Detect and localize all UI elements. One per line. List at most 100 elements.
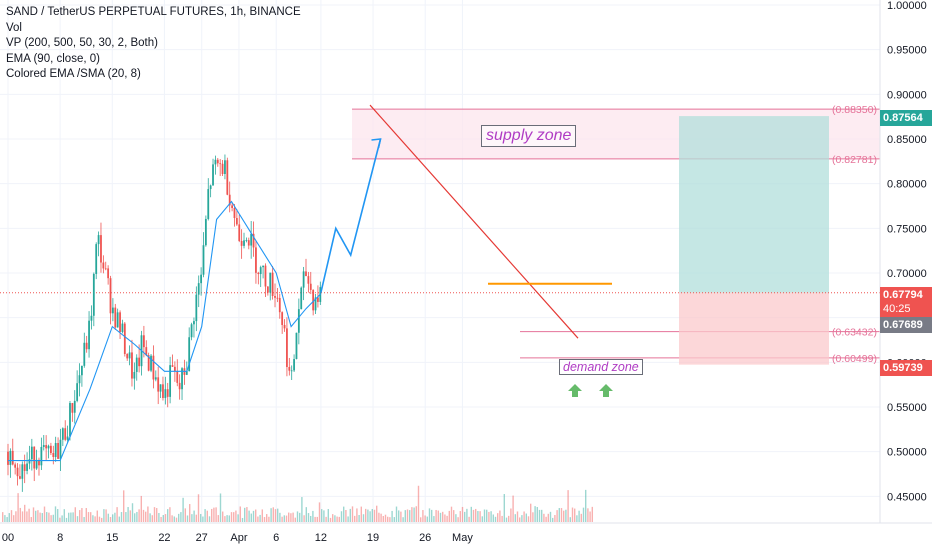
candle-body <box>293 359 295 371</box>
candle-body <box>150 355 152 371</box>
volume-bar <box>558 508 560 522</box>
candle-body <box>23 464 26 471</box>
volume-bar <box>54 506 57 522</box>
candle-body <box>119 312 121 332</box>
volume-bar <box>428 508 431 522</box>
legend-ema[interactable]: EMA (90, close, 0) <box>6 52 100 65</box>
volume-bar <box>61 515 63 522</box>
demand-zone-label[interactable]: demand zone <box>559 359 643 375</box>
volume-bar <box>450 506 453 522</box>
indicator-lines <box>8 104 613 462</box>
candle-body <box>297 309 300 333</box>
stop-area <box>679 292 829 365</box>
volume-bar <box>19 507 21 522</box>
volume-bar <box>173 516 175 522</box>
volume-bar <box>2 512 4 522</box>
volume-bar <box>549 511 552 522</box>
volume-bar <box>109 517 112 522</box>
candle-body <box>100 235 102 263</box>
candle-body <box>16 467 19 477</box>
candle-body <box>116 312 119 328</box>
candle-body <box>152 355 155 380</box>
volume-bar <box>591 506 593 522</box>
candle-body <box>64 428 67 440</box>
volume-bar <box>398 510 400 522</box>
volume-bars <box>2 485 593 522</box>
volume-bar <box>272 507 274 522</box>
time-tick-label: 19 <box>367 532 379 544</box>
ema-price-badge: 0.67689 <box>880 317 932 333</box>
volume-bar <box>208 516 211 522</box>
volume-bar <box>292 512 294 522</box>
candle-body <box>126 353 129 359</box>
candle-body <box>288 366 291 371</box>
volume-bar <box>147 506 149 522</box>
candle-body <box>276 297 279 299</box>
price-axis[interactable]: 1.00000 0.95000 0.90000 0.85000 0.80000 0.750… <box>879 0 932 550</box>
volume-bar <box>525 513 527 522</box>
legend-vol[interactable]: Vol <box>6 21 22 34</box>
volume-bar <box>395 506 398 522</box>
volume-bar <box>10 510 13 522</box>
volume-bar <box>246 507 248 522</box>
candle-body <box>290 370 293 372</box>
candle-body <box>197 283 200 295</box>
candle-body <box>157 377 160 392</box>
legend-vp[interactable]: VP (200, 500, 50, 30, 2, Both) <box>6 37 158 50</box>
volume-bar <box>195 514 197 522</box>
volume-bar <box>153 507 156 522</box>
volume-bar <box>35 510 37 522</box>
volume-bar <box>156 508 158 522</box>
volume-bar <box>129 510 131 522</box>
volume-bar <box>107 513 109 522</box>
volume-bar <box>508 515 510 522</box>
volume-bar <box>334 515 336 522</box>
volume-bar <box>76 516 79 522</box>
volume-bar <box>296 511 299 522</box>
time-axis[interactable]: 00 8 15 22 27 Apr 6 12 19 26 May <box>0 522 932 544</box>
volume-bar <box>514 514 516 522</box>
supply-zone-label[interactable]: supply zone <box>481 125 577 147</box>
candle-body <box>85 342 88 350</box>
volume-bar <box>589 511 591 522</box>
time-tick-label: 6 <box>273 532 279 544</box>
volume-bar <box>39 512 41 522</box>
volume-bar <box>105 509 107 522</box>
candle-body <box>202 245 205 275</box>
candle-body <box>178 382 181 390</box>
volume-bar <box>259 514 261 522</box>
volume-bar <box>310 515 312 522</box>
candle-body <box>95 244 98 274</box>
volume-bar <box>442 511 444 522</box>
volume-bar <box>235 510 237 522</box>
volume-bar <box>329 517 332 522</box>
volume-bar <box>237 514 239 522</box>
candle-body <box>269 272 272 293</box>
volume-bar <box>186 515 189 522</box>
candle-body <box>259 267 262 275</box>
volume-bar <box>4 515 6 522</box>
volume-bar <box>486 509 488 522</box>
chart-title[interactable]: SAND / TetherUS PERPETUAL FUTURES, 1h, B… <box>6 6 301 18</box>
candle-body <box>59 439 62 459</box>
candle-body <box>133 371 136 379</box>
volume-bar <box>534 506 536 522</box>
indicator-legend: SAND / TetherUS PERPETUAL FUTURES, 1h, B… <box>6 5 301 83</box>
volume-bar <box>112 514 114 522</box>
volume-bar <box>103 509 105 522</box>
candle-body <box>274 295 276 298</box>
volume-bar <box>6 517 8 522</box>
volume-bar <box>268 516 270 522</box>
price-tick-label: 0.80000 <box>887 179 927 191</box>
legend-colored-ema[interactable]: Colored EMA /SMA (20, 8) <box>6 68 141 81</box>
volume-bar <box>290 513 292 522</box>
candle-body <box>19 476 21 479</box>
candle-body <box>255 247 257 273</box>
volume-bar <box>98 516 101 522</box>
volume-bar <box>554 515 556 522</box>
candle-body <box>42 445 45 447</box>
volume-bar <box>578 510 580 522</box>
volume-bar <box>340 511 343 522</box>
volume-bar <box>131 503 134 522</box>
